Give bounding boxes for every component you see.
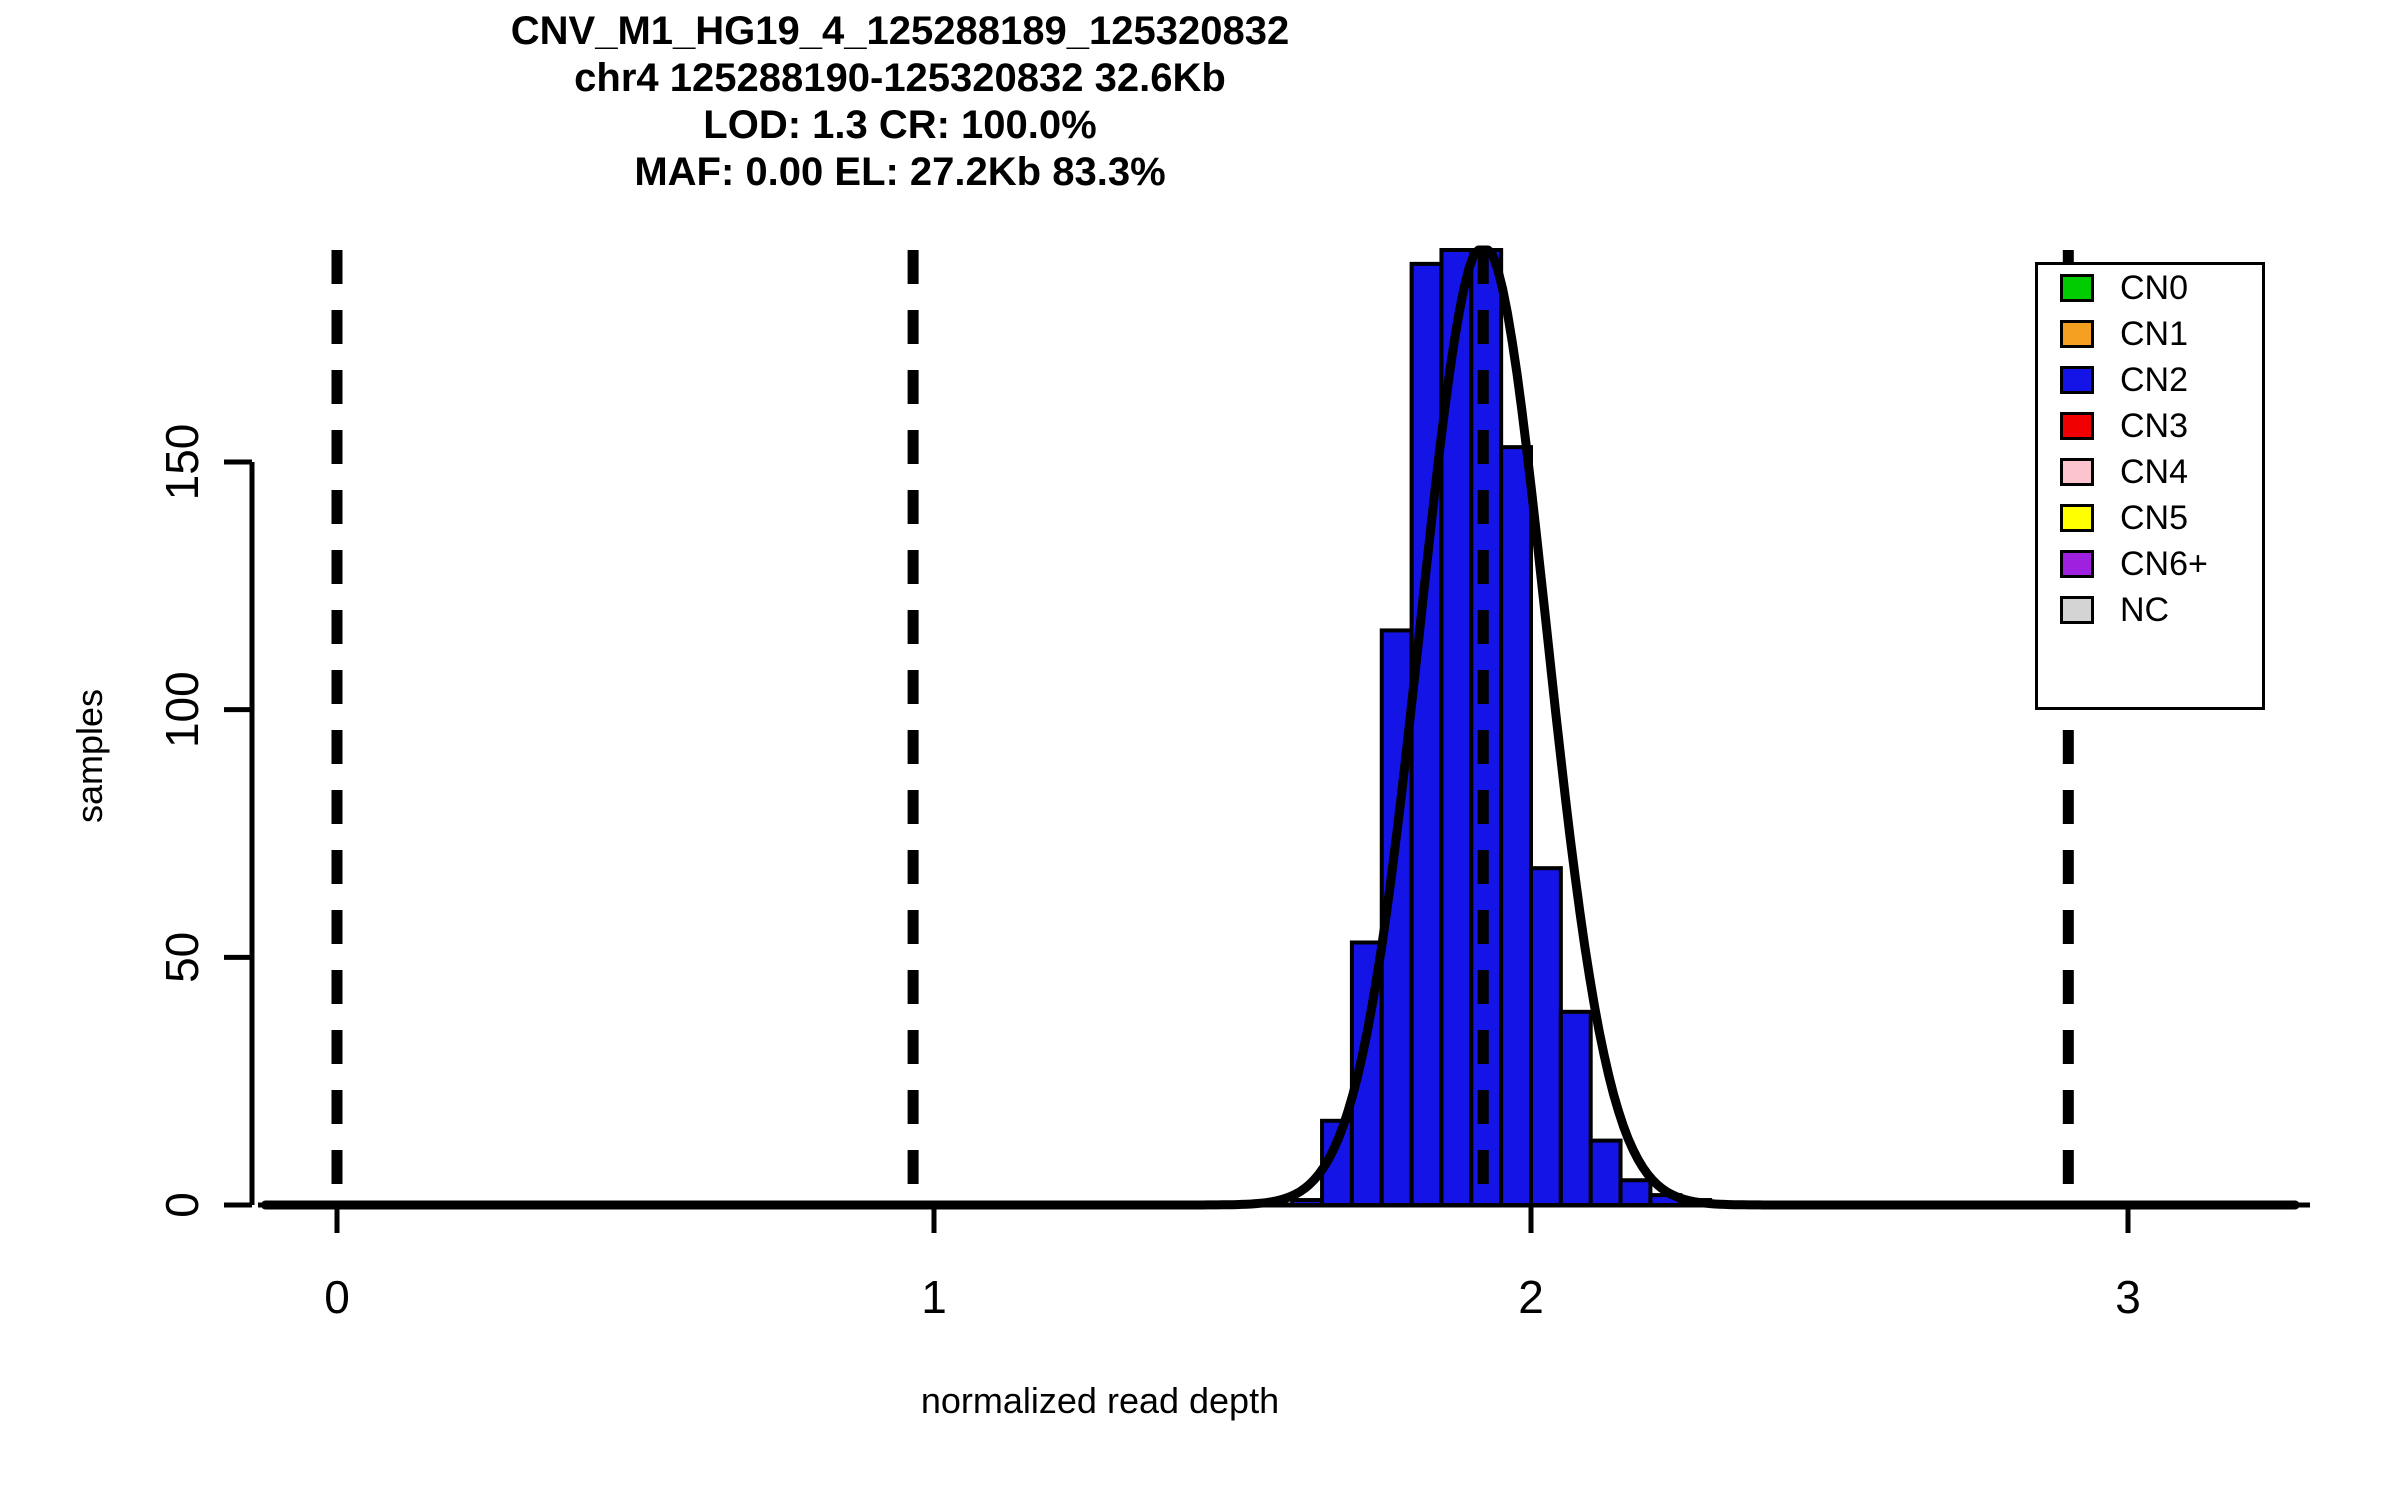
x-tick-label: 2 [1518,1271,1544,1323]
legend-box: CN0 CN1 CN2 CN3 CN4 CN5 CN6+ NC [2035,262,2265,710]
legend-item-cn0: CN0 [2038,265,2262,311]
legend-label: NC [2120,590,2170,629]
legend-swatch-icon [2060,412,2094,440]
legend-swatch-icon [2060,366,2094,394]
legend-item-cn5: CN5 [2038,495,2262,541]
legend-label: CN3 [2120,406,2189,445]
legend-swatch-icon [2060,458,2094,486]
y-tick-label: 100 [156,671,208,748]
title-line-1: CNV_M1_HG19_4_125288189_125320832 [510,9,1290,53]
legend-label: CN0 [2120,268,2189,307]
legend-item-nc: NC [2038,587,2262,633]
histogram-bar [1588,1138,1623,1208]
title-line-4: MAF: 0.00 EL: 27.2Kb 83.3% [634,150,1166,194]
legend-label: CN4 [2120,452,2189,491]
title-line-2: chr4 125288190-125320832 32.6Kb [574,56,1226,100]
y-tick-label: 0 [156,1192,208,1218]
x-tick-label: 0 [324,1271,350,1323]
histogram-bar [1529,866,1563,1207]
axes-layer [224,459,2310,1233]
legend-item-cn4: CN4 [2038,449,2262,495]
density-curve-path [260,245,2300,1210]
legend-label: CN1 [2120,314,2189,353]
histogram-bar [1558,1009,1593,1207]
vertical-dashed-lines [331,250,2074,1205]
legend-label: CN2 [2120,360,2189,399]
chart-title-block: CNV_M1_HG19_4_125288189_125320832 chr4 1… [0,8,1800,196]
legend-item-cn2: CN2 [2038,357,2262,403]
legend-swatch-icon [2060,504,2094,532]
legend-swatch-icon [2060,596,2094,624]
density-curve [260,245,2300,1210]
legend-swatch-icon [2060,274,2094,302]
title-line-3: LOD: 1.3 CR: 100.0% [703,103,1097,147]
legend-swatch-icon [2060,320,2094,348]
histogram-bars [1290,248,1713,1208]
y-tick-label: 150 [156,424,208,501]
x-axis-title: normalized read depth [920,1380,1280,1421]
histogram-bar [1499,445,1534,1207]
legend-item-cn6plus: CN6+ [2038,541,2262,587]
histogram-bar [1618,1178,1653,1207]
histogram-bar [1409,261,1444,1208]
legend-item-cn1: CN1 [2038,311,2262,357]
tick-labels: 0 1 2 3 0 50 100 150 [156,424,2141,1323]
legend-label: CN6+ [2120,544,2208,583]
legend-item-cn3: CN3 [2038,403,2262,449]
histogram-bar [1290,1198,1325,1207]
x-tick-label: 1 [921,1271,947,1323]
legend-swatch-icon [2060,550,2094,578]
x-tick-label: 3 [2115,1271,2141,1323]
y-tick-label: 50 [156,932,208,983]
legend-label: CN5 [2120,498,2189,537]
